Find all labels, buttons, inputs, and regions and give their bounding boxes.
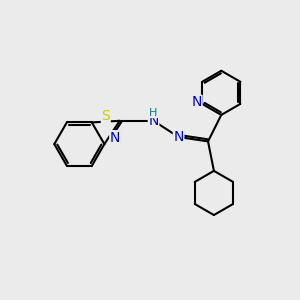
Text: N: N [110, 131, 120, 145]
Text: H: H [149, 108, 158, 118]
Text: N: N [148, 114, 159, 128]
Text: N: N [192, 95, 202, 110]
Text: N: N [173, 130, 184, 144]
Text: S: S [101, 109, 110, 123]
